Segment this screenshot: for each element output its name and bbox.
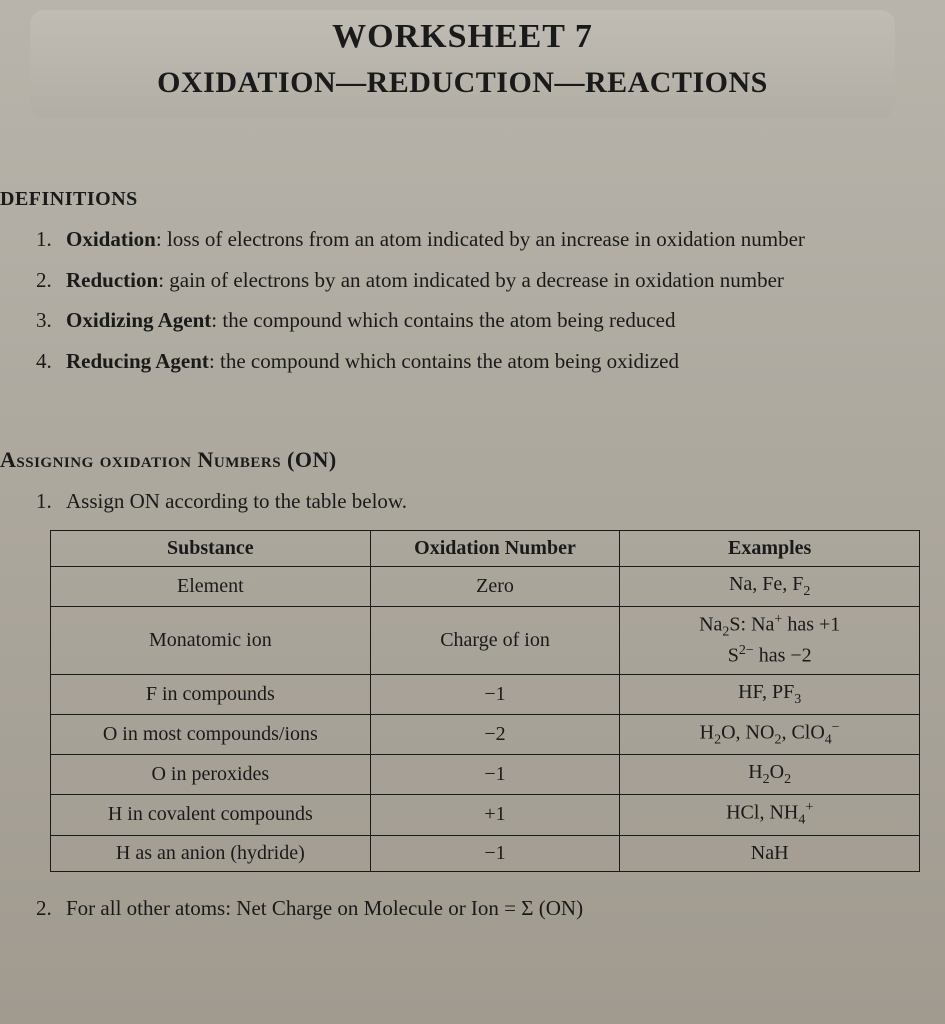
assigning-text: Assign ON according to the table below. xyxy=(66,489,407,513)
definition-text: : gain of electrons by an atom indicated… xyxy=(158,268,784,292)
examples-cell: HCl, NH4+ xyxy=(620,795,920,836)
table-header: Examples xyxy=(620,530,920,566)
item-number: 4. xyxy=(36,345,52,378)
on-cell: Charge of ion xyxy=(370,606,620,674)
on-cell: −2 xyxy=(370,714,620,755)
table-header: Oxidation Number xyxy=(370,530,620,566)
definition-item: 4. Reducing Agent: the compound which co… xyxy=(36,345,925,378)
table-row: H as an anion (hydride) −1 NaH xyxy=(51,835,920,871)
examples-cell: Na2S: Na+ has +1S2− has −2 xyxy=(620,606,920,674)
definition-term: Oxidation xyxy=(66,227,156,251)
item-number: 2. xyxy=(36,264,52,297)
table-row: Element Zero Na, Fe, F2 xyxy=(51,566,920,606)
on-cell: −1 xyxy=(370,674,620,714)
substance-cell: H as an anion (hydride) xyxy=(51,835,371,871)
examples-cell: H2O2 xyxy=(620,755,920,795)
worksheet-subtitle: OXIDATION—REDUCTION—REACTIONS xyxy=(50,66,875,100)
examples-cell: NaH xyxy=(620,835,920,871)
assigning-list: 1. Assign ON according to the table belo… xyxy=(0,485,925,518)
worksheet-page: WORKSHEET 7 OXIDATION—REDUCTION—REACTION… xyxy=(0,0,945,956)
table-body: Element Zero Na, Fe, F2 Monatomic ion Ch… xyxy=(51,566,920,871)
substance-cell: Element xyxy=(51,566,371,606)
table-row: O in most compounds/ions −2 H2O, NO2, Cl… xyxy=(51,714,920,755)
definition-text: : the compound which contains the atom b… xyxy=(211,308,675,332)
on-cell: −1 xyxy=(370,835,620,871)
substance-cell: Monatomic ion xyxy=(51,606,371,674)
on-cell: +1 xyxy=(370,795,620,836)
assigning-item: 2. For all other atoms: Net Charge on Mo… xyxy=(36,892,925,925)
substance-cell: H in covalent compounds xyxy=(51,795,371,836)
table-row: F in compounds −1 HF, PF3 xyxy=(51,674,920,714)
worksheet-title: WORKSHEET 7 xyxy=(50,18,875,56)
examples-cell: HF, PF3 xyxy=(620,674,920,714)
definitions-heading: DEFINITIONS xyxy=(0,188,925,211)
substance-cell: F in compounds xyxy=(51,674,371,714)
item-number: 1. xyxy=(36,485,52,518)
definitions-list: 1. Oxidation: loss of electrons from an … xyxy=(0,223,925,377)
definition-item: 2. Reduction: gain of electrons by an at… xyxy=(36,264,925,297)
assigning-heading: Assigning oxidation Numbers (ON) xyxy=(0,447,925,473)
table-row: Monatomic ion Charge of ion Na2S: Na+ ha… xyxy=(51,606,920,674)
table-row: H in covalent compounds +1 HCl, NH4+ xyxy=(51,795,920,836)
header-box: WORKSHEET 7 OXIDATION—REDUCTION—REACTION… xyxy=(30,10,895,118)
definition-text: : loss of electrons from an atom indicat… xyxy=(156,227,805,251)
substance-cell: O in most compounds/ions xyxy=(51,714,371,755)
assigning-item: 1. Assign ON according to the table belo… xyxy=(36,485,925,518)
table-header: Substance xyxy=(51,530,371,566)
item-number: 1. xyxy=(36,223,52,256)
definition-item: 1. Oxidation: loss of electrons from an … xyxy=(36,223,925,256)
table-row: O in peroxides −1 H2O2 xyxy=(51,755,920,795)
item-number: 3. xyxy=(36,304,52,337)
definition-term: Reduction xyxy=(66,268,158,292)
item-number: 2. xyxy=(36,892,52,925)
assigning-text: For all other atoms: Net Charge on Molec… xyxy=(66,896,583,920)
definition-text: : the compound which contains the atom b… xyxy=(209,349,679,373)
table-header-row: Substance Oxidation Number Examples xyxy=(51,530,920,566)
substance-cell: O in peroxides xyxy=(51,755,371,795)
definition-term: Oxidizing Agent xyxy=(66,308,211,332)
examples-cell: Na, Fe, F2 xyxy=(620,566,920,606)
definition-term: Reducing Agent xyxy=(66,349,209,373)
on-cell: −1 xyxy=(370,755,620,795)
definition-item: 3. Oxidizing Agent: the compound which c… xyxy=(36,304,925,337)
assigning-list-2: 2. For all other atoms: Net Charge on Mo… xyxy=(0,892,925,925)
examples-cell: H2O, NO2, ClO4− xyxy=(620,714,920,755)
on-cell: Zero xyxy=(370,566,620,606)
oxidation-table: Substance Oxidation Number Examples Elem… xyxy=(50,530,920,872)
